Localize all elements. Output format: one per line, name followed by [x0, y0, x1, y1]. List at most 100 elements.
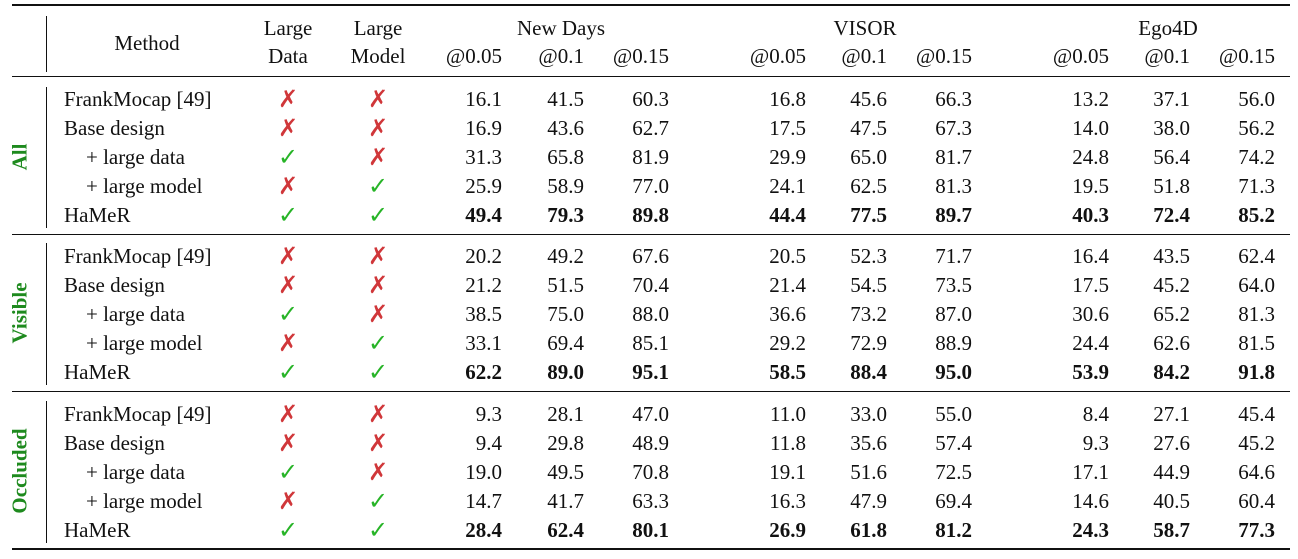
large-data-check-icon: ✓ [277, 358, 299, 386]
method-name: FrankMocap [49] [64, 244, 212, 268]
table-cell: 81.3 [935, 174, 972, 198]
table-cell: 61.8 [850, 518, 887, 542]
section-label: All [7, 143, 32, 171]
table-cell: 89.0 [547, 360, 584, 384]
large-model-check-icon: ✓ [367, 358, 389, 386]
large-model-cross-icon: ✗ [367, 300, 389, 328]
table-cell: 17.5 [1072, 273, 1109, 297]
table-cell: 11.8 [770, 431, 806, 455]
table-cell: 52.3 [850, 244, 887, 268]
table-cell: 91.8 [1238, 360, 1275, 384]
large-model-cross-icon: ✗ [367, 114, 389, 142]
table-cell: 14.0 [1072, 116, 1109, 140]
large-data-check-icon: ✓ [277, 300, 299, 328]
table-cell: 49.4 [465, 203, 502, 227]
header-threshold: @0.1 [538, 44, 584, 68]
table-cell: 43.6 [547, 116, 584, 140]
section-label: Occluded [7, 428, 32, 514]
table-cell: 16.3 [769, 489, 806, 513]
table-cell: 24.4 [1072, 331, 1109, 355]
method-name: + large model [86, 489, 203, 513]
table-cell: 55.0 [935, 402, 972, 426]
table-cell: 28.4 [465, 518, 502, 542]
table-cell: 20.2 [465, 244, 502, 268]
table-cell: 20.5 [769, 244, 806, 268]
header-threshold: @0.1 [841, 44, 887, 68]
table-cell: 66.3 [935, 87, 972, 111]
header-large-data-2: Data [268, 44, 308, 68]
section-vline-3 [46, 401, 47, 543]
header-method: Method [114, 31, 180, 55]
table-cell: 58.5 [769, 360, 806, 384]
header-large-model-1: Large [353, 16, 403, 40]
table-cell: 62.6 [1153, 331, 1190, 355]
table-cell: 58.9 [547, 174, 584, 198]
table-cell: 77.3 [1238, 518, 1275, 542]
table-cell: 25.9 [465, 174, 502, 198]
header-threshold: @0.1 [1144, 44, 1190, 68]
table-cell: 35.6 [850, 431, 887, 455]
table-cell: 9.3 [1082, 431, 1109, 455]
section-label: Visible [7, 282, 32, 344]
bottom-rule [12, 548, 1290, 550]
table-cell: 11.0 [770, 402, 806, 426]
header-vline [46, 16, 47, 72]
large-data-check-icon: ✓ [277, 516, 299, 544]
table-cell: 57.4 [935, 431, 972, 455]
large-model-cross-icon: ✗ [367, 429, 389, 457]
table-cell: 24.1 [769, 174, 806, 198]
table-cell: 14.7 [465, 489, 502, 513]
table-cell: 44.4 [769, 203, 806, 227]
table-cell: 45.2 [1238, 431, 1275, 455]
table-cell: 45.6 [850, 87, 887, 111]
table-cell: 33.1 [465, 331, 502, 355]
header-threshold: @0.15 [915, 44, 972, 68]
header-group-new-days: New Days [516, 16, 606, 40]
table-cell: 95.1 [632, 360, 669, 384]
table-cell: 49.5 [547, 460, 584, 484]
table-cell: 71.3 [1238, 174, 1275, 198]
table-cell: 51.6 [850, 460, 887, 484]
table-cell: 81.3 [1238, 302, 1275, 326]
table-cell: 87.0 [935, 302, 972, 326]
table-cell: 67.6 [632, 244, 669, 268]
table-cell: 95.0 [935, 360, 972, 384]
header-group-visor: VISOR [833, 16, 897, 40]
table-cell: 29.9 [769, 145, 806, 169]
table-cell: 81.9 [632, 145, 669, 169]
table-cell: 80.1 [632, 518, 669, 542]
table-cell: 65.0 [850, 145, 887, 169]
table-cell: 33.0 [850, 402, 887, 426]
table-cell: 64.0 [1238, 273, 1275, 297]
method-name: Base design [64, 273, 165, 297]
table-cell: 41.7 [547, 489, 584, 513]
table-cell: 27.1 [1153, 402, 1190, 426]
table-cell: 53.9 [1072, 360, 1109, 384]
top-rule [12, 4, 1290, 6]
table-cell: 85.2 [1238, 203, 1275, 227]
table-cell: 88.4 [850, 360, 887, 384]
large-model-cross-icon: ✗ [367, 458, 389, 486]
header-large-model-2: Model [350, 44, 406, 68]
table-cell: 51.8 [1153, 174, 1190, 198]
table-cell: 28.1 [547, 402, 584, 426]
table-cell: 19.1 [769, 460, 806, 484]
table-cell: 16.1 [465, 87, 502, 111]
table-cell: 56.2 [1238, 116, 1275, 140]
large-model-check-icon: ✓ [367, 172, 389, 200]
large-data-cross-icon: ✗ [277, 242, 299, 270]
table-cell: 30.6 [1072, 302, 1109, 326]
table-cell: 26.9 [769, 518, 806, 542]
table-cell: 16.8 [769, 87, 806, 111]
table-cell: 73.5 [935, 273, 972, 297]
table-cell: 60.3 [632, 87, 669, 111]
large-model-cross-icon: ✗ [367, 242, 389, 270]
table-cell: 89.8 [632, 203, 669, 227]
table-cell: 88.9 [935, 331, 972, 355]
table-cell: 16.9 [465, 116, 502, 140]
table-cell: 47.5 [850, 116, 887, 140]
table-cell: 72.9 [850, 331, 887, 355]
large-data-check-icon: ✓ [277, 143, 299, 171]
table-cell: 64.6 [1238, 460, 1275, 484]
table-cell: 77.0 [632, 174, 669, 198]
